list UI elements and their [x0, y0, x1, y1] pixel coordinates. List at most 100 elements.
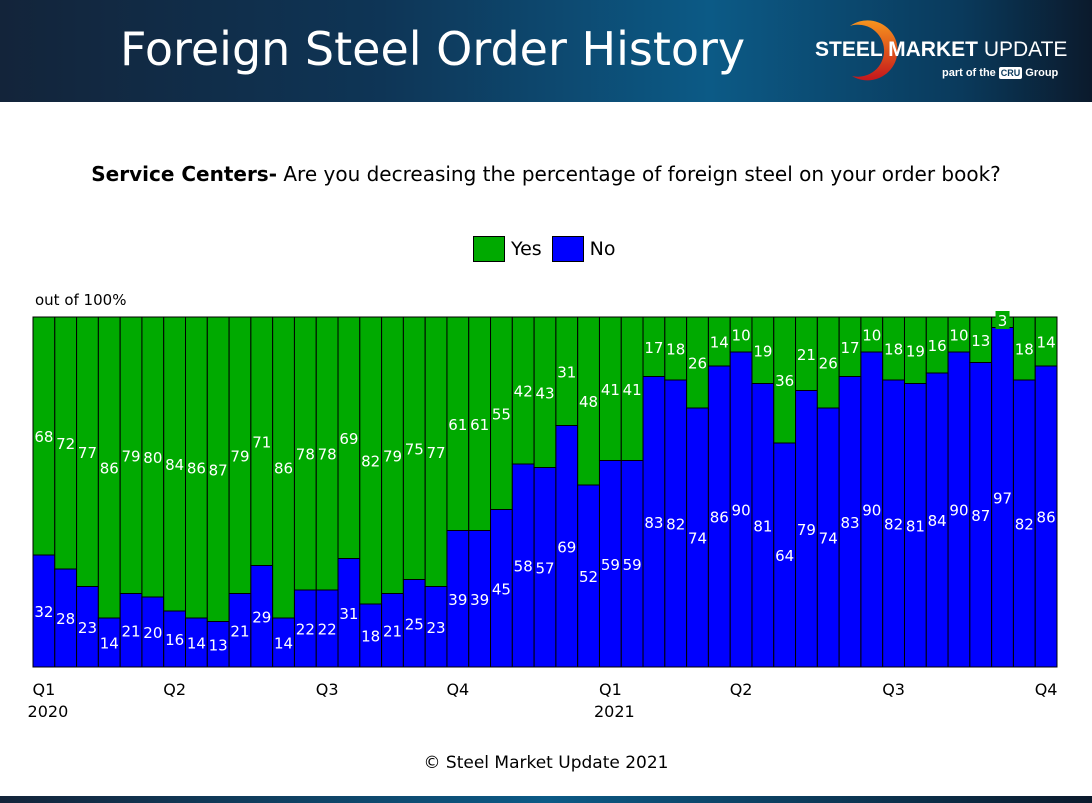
steel-market-update-logo: STEEL MARKET UPDATE part of the CRU Group — [810, 12, 1070, 92]
data-label-yes: 72 — [56, 435, 75, 453]
data-label-yes: 78 — [296, 446, 315, 464]
data-label-yes: 42 — [514, 383, 533, 401]
data-label-yes: 10 — [862, 327, 881, 345]
data-label-no: 32 — [34, 603, 53, 621]
data-label-no: 83 — [644, 514, 663, 532]
data-label-yes: 77 — [427, 444, 446, 462]
legend-swatch-yes — [473, 236, 505, 262]
x-tick-label: Q2 — [163, 680, 186, 699]
data-label-yes: 26 — [819, 355, 838, 373]
data-label-yes: 84 — [165, 456, 184, 474]
data-label-yes: 13 — [971, 332, 990, 350]
data-label-yes: 78 — [318, 446, 337, 464]
logo-subtext: part of the CRU Group — [942, 67, 1059, 79]
data-label-yes: 19 — [906, 342, 925, 360]
data-label-yes: 3 — [998, 312, 1008, 330]
data-label-no: 82 — [666, 516, 685, 534]
header-banner: Foreign Steel Order History STEEL MARKET… — [0, 0, 1092, 102]
data-label-no: 29 — [252, 608, 271, 626]
data-label-yes: 86 — [100, 460, 119, 478]
data-label-no: 86 — [1037, 509, 1056, 527]
data-label-yes: 10 — [732, 327, 751, 345]
data-label-yes: 79 — [121, 447, 140, 465]
data-label-no: 21 — [383, 622, 402, 640]
data-label-yes: 41 — [601, 381, 620, 399]
x-tick-label: Q1 — [599, 680, 622, 699]
data-label-no: 81 — [753, 517, 772, 535]
data-label-no: 52 — [579, 568, 598, 586]
x-tick-label: Q1 — [33, 680, 56, 699]
data-label-yes: 86 — [274, 460, 293, 478]
data-label-no: 39 — [470, 591, 489, 609]
data-label-no: 81 — [906, 517, 925, 535]
data-label-yes: 16 — [928, 337, 947, 355]
data-label-no: 59 — [623, 556, 642, 574]
data-label-yes: 18 — [666, 341, 685, 359]
legend-label-yes: Yes — [511, 238, 542, 260]
data-label-yes: 18 — [884, 341, 903, 359]
data-label-no: 74 — [819, 530, 838, 548]
logo-arc-icon — [850, 20, 898, 81]
data-label-yes: 77 — [78, 444, 97, 462]
data-label-no: 28 — [56, 610, 75, 628]
data-label-no: 22 — [318, 621, 337, 639]
data-label-yes: 61 — [470, 416, 489, 434]
footer-bar — [0, 796, 1092, 803]
data-label-yes: 86 — [187, 460, 206, 478]
data-label-no: 86 — [710, 509, 729, 527]
x-tick-label: Q2 — [730, 680, 753, 699]
data-label-no: 69 — [557, 538, 576, 556]
data-label-no: 97 — [993, 489, 1012, 507]
data-label-no: 39 — [448, 591, 467, 609]
data-label-no: 23 — [427, 619, 446, 637]
data-label-yes: 21 — [797, 346, 816, 364]
data-label-no: 22 — [296, 621, 315, 639]
x-tick-label: Q3 — [882, 680, 905, 699]
data-label-yes: 36 — [775, 372, 794, 390]
data-label-no: 14 — [274, 635, 293, 653]
data-label-no: 83 — [840, 514, 859, 532]
data-label-no: 79 — [797, 521, 816, 539]
data-label-no: 57 — [535, 559, 554, 577]
data-label-no: 82 — [884, 516, 903, 534]
data-label-yes: 69 — [339, 430, 358, 448]
data-label-no: 18 — [361, 628, 380, 646]
legend-swatch-no — [551, 236, 584, 262]
data-label-yes: 87 — [209, 461, 228, 479]
x-tick-label: Q4 — [446, 680, 469, 699]
data-label-yes: 55 — [492, 405, 511, 423]
legend-label-no: No — [589, 238, 616, 260]
data-label-yes: 31 — [557, 363, 576, 381]
data-label-no: 90 — [732, 502, 751, 520]
data-label-yes: 68 — [34, 428, 53, 446]
data-label-bg — [995, 311, 1010, 329]
data-label-yes: 48 — [579, 393, 598, 411]
data-label-yes: 10 — [949, 327, 968, 345]
x-tick-year: 2021 — [594, 702, 635, 721]
data-label-yes: 17 — [840, 339, 859, 357]
page-title: Foreign Steel Order History — [120, 22, 746, 76]
data-label-no: 74 — [688, 530, 707, 548]
data-label-yes: 18 — [1015, 341, 1034, 359]
chart-question: Service Centers- Are you decreasing the … — [91, 162, 1001, 186]
data-label-no: 16 — [165, 631, 184, 649]
x-tick-label: Q4 — [1035, 680, 1058, 699]
data-label-no: 45 — [492, 580, 511, 598]
data-label-yes: 14 — [710, 334, 729, 352]
data-label-yes: 14 — [1037, 334, 1056, 352]
data-label-yes: 71 — [252, 433, 271, 451]
legend: Yes No — [473, 236, 616, 262]
stacked-bar-chart: 32 68 28 72 23 77 14 86 21 79 20 80 16 84 14 86 13 87 21 79… — [28, 311, 1058, 721]
data-label-no: 21 — [230, 622, 249, 640]
data-label-no: 58 — [514, 558, 533, 576]
data-label-no: 31 — [339, 605, 358, 623]
data-label-no: 23 — [78, 619, 97, 637]
data-label-no: 13 — [209, 636, 228, 654]
data-label-no: 25 — [405, 615, 424, 633]
data-label-no: 14 — [187, 635, 206, 653]
data-label-no: 14 — [100, 635, 119, 653]
x-tick-label: Q3 — [316, 680, 339, 699]
data-label-no: 64 — [775, 547, 794, 565]
y-axis-label: out of 100% — [35, 291, 127, 309]
data-label-yes: 26 — [688, 355, 707, 373]
